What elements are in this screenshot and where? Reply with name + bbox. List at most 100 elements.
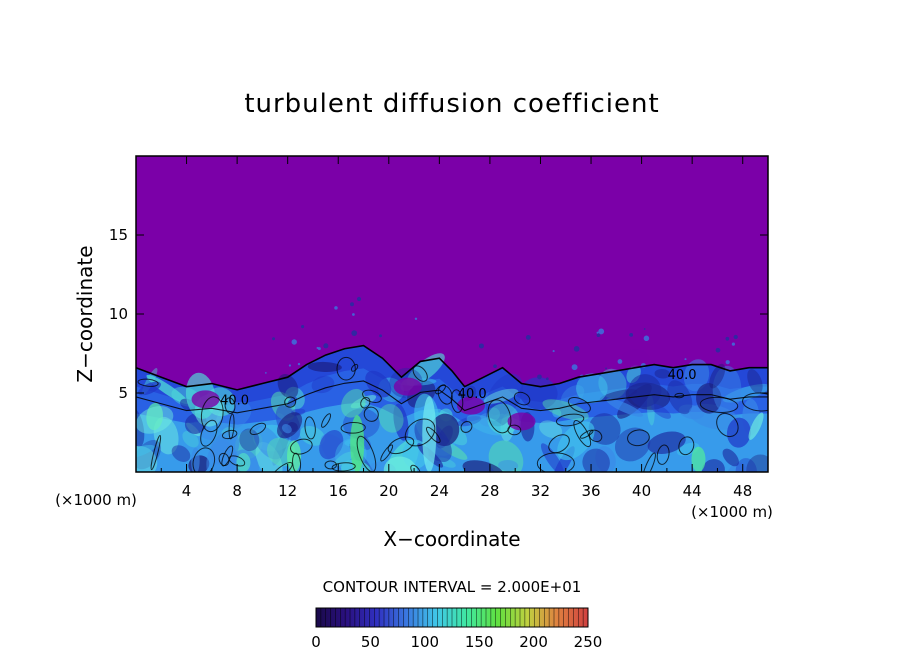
x-tick-label: 20 xyxy=(379,482,398,500)
colorbar-tick-label: 150 xyxy=(465,633,494,651)
detached-eddy xyxy=(731,342,735,346)
turbulent-eddy xyxy=(647,431,686,454)
detached-eddy xyxy=(537,374,542,380)
contour-loop xyxy=(304,416,316,440)
y-tick-label: 10 xyxy=(109,305,128,323)
contour-loop xyxy=(656,444,670,465)
detached-eddy xyxy=(291,339,297,345)
turbulent-eddy xyxy=(748,412,764,440)
x-unit-label: (×1000 m) xyxy=(691,503,773,521)
x-tick-label: 36 xyxy=(581,482,600,500)
contour-loop xyxy=(573,419,592,448)
turbulent-eddy xyxy=(539,420,563,439)
detached-eddy xyxy=(643,335,650,342)
colorbar-tick-label: 0 xyxy=(311,633,321,651)
contour-loop xyxy=(425,426,441,444)
contour-loop xyxy=(678,436,695,456)
contour-line xyxy=(136,380,768,414)
detached-eddy xyxy=(617,359,623,364)
turbulent-eddy xyxy=(378,403,404,433)
x-tick-label: 12 xyxy=(278,482,297,500)
contour-loop xyxy=(200,419,218,447)
detached-eddy xyxy=(725,336,730,341)
contour-loop xyxy=(360,396,371,409)
turbulent-eddy xyxy=(350,395,377,409)
turbulent-eddy xyxy=(588,413,621,445)
contour-loop xyxy=(410,464,421,472)
contour-loop xyxy=(350,363,359,372)
detached-eddy xyxy=(288,364,292,367)
x-tick-label: 8 xyxy=(232,482,242,500)
turbulent-eddy xyxy=(599,389,638,402)
contour-loop xyxy=(200,396,224,433)
contour-loop xyxy=(548,434,570,454)
detached-eddy xyxy=(334,306,338,310)
turbulent-eddy xyxy=(628,374,662,408)
turbulent-eddy xyxy=(281,424,292,434)
turbulent-eddy xyxy=(683,359,710,392)
z-unit-label: (×1000 m) xyxy=(55,491,137,509)
detached-eddy xyxy=(297,362,301,366)
contour-loop xyxy=(588,429,603,443)
turbulent-eddy xyxy=(542,399,589,421)
colorbar-tick-label: 100 xyxy=(410,633,439,651)
contour-loop xyxy=(487,399,512,434)
detached-eddy xyxy=(525,335,531,340)
x-tick-label: 48 xyxy=(733,482,752,500)
detached-eddy xyxy=(351,330,358,336)
turbulent-eddy xyxy=(654,369,671,379)
detached-eddy xyxy=(350,302,354,307)
contour-loop xyxy=(221,445,234,467)
contour-loop xyxy=(331,462,356,472)
turbulent-eddy xyxy=(606,398,644,417)
y-tick-label: 15 xyxy=(109,226,128,244)
turbulent-eddy xyxy=(722,448,739,467)
entrainment-pocket xyxy=(393,377,422,396)
contour-loop xyxy=(674,392,685,399)
x-tick-label: 4 xyxy=(182,482,192,500)
x-tick-label: 16 xyxy=(329,482,348,500)
detached-eddy xyxy=(356,296,362,302)
contour-loop xyxy=(228,413,235,440)
turbulent-eddy xyxy=(701,459,725,472)
contour-loop xyxy=(699,396,739,413)
entrainment-pocket xyxy=(621,349,650,368)
contour-loop xyxy=(555,413,585,427)
colorbar: 0 50 100 150 200 250 xyxy=(311,607,603,651)
turbulent-eddy xyxy=(709,363,726,389)
detached-eddy xyxy=(596,333,601,338)
detached-eddy xyxy=(352,313,355,316)
y-axis: 5 10 15 xyxy=(109,226,768,402)
contour-loop xyxy=(627,429,650,447)
turbulent-eddy xyxy=(735,458,757,472)
colorbar-frame xyxy=(315,607,589,628)
turbulent-eddy xyxy=(341,388,366,418)
contour-lines xyxy=(136,344,768,472)
turbulent-eddy xyxy=(486,407,500,421)
turbulent-eddy xyxy=(746,454,768,472)
detached-eddy xyxy=(301,325,305,329)
x-tick-label: 44 xyxy=(683,482,702,500)
contour-loop xyxy=(437,384,453,405)
turbulent-eddy xyxy=(307,361,342,372)
colorbar-tick-label: 250 xyxy=(574,633,603,651)
turbulent-eddy xyxy=(667,380,693,415)
detached-eddy xyxy=(323,343,329,349)
turbulent-eddy xyxy=(253,425,283,460)
entrainment-pocket xyxy=(507,412,536,431)
x-tick-label: 24 xyxy=(430,482,449,500)
contour-loop xyxy=(460,421,473,433)
turbulent-eddy xyxy=(498,460,519,472)
turbulent-eddy xyxy=(277,374,299,399)
contour-loop xyxy=(404,418,436,447)
detached-eddy xyxy=(598,328,605,335)
x-tick-label: 40 xyxy=(632,482,651,500)
contour-loop xyxy=(450,389,464,413)
contour-interval-text: CONTOUR INTERVAL = 2.000E+01 xyxy=(323,578,582,596)
contour-boundary xyxy=(136,344,768,391)
turbulent-eddy xyxy=(557,421,595,461)
chart-title: turbulent diffusion coefficient xyxy=(244,89,659,119)
x-tick-label: 28 xyxy=(480,482,499,500)
detached-eddy xyxy=(629,332,634,337)
detached-eddy xyxy=(684,358,687,361)
